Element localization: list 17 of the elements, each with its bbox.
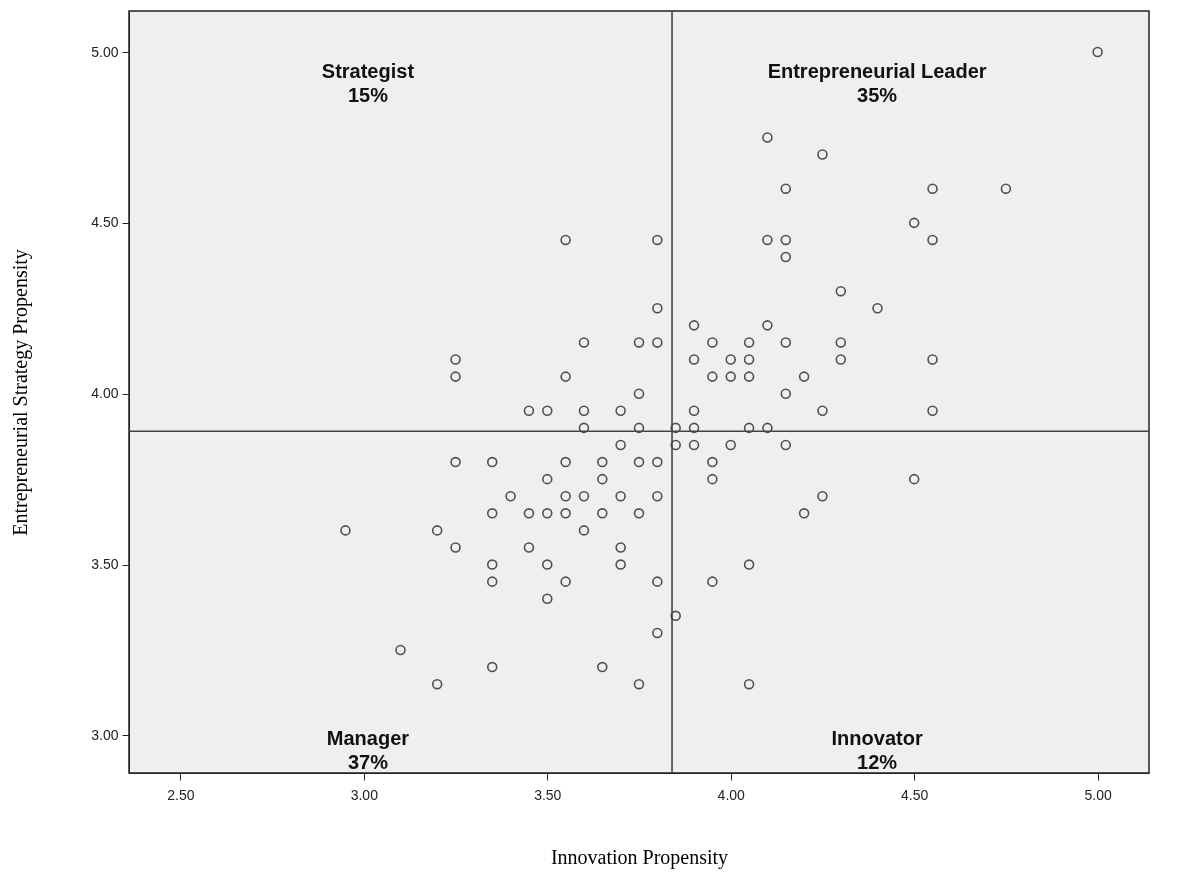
annotation: Manager 37% bbox=[326, 726, 410, 773]
x-axis-title: Innovation Propensity bbox=[550, 845, 729, 869]
annotation: Entrepreneurial Leader 35% bbox=[767, 59, 987, 106]
y-tick-label: 3.50 bbox=[91, 556, 119, 573]
x-tick-label: 3.50 bbox=[534, 786, 562, 803]
y-axis-title: Entrepreneurial Strategy Propensity bbox=[9, 249, 33, 536]
y-tick-label: 3.00 bbox=[91, 726, 119, 743]
x-tick-label: 3.00 bbox=[350, 786, 379, 803]
x-tick-label: 4.00 bbox=[717, 786, 746, 803]
x-tick-label: 5.00 bbox=[1084, 786, 1112, 803]
annotation: Innovator 12% bbox=[831, 726, 923, 773]
annotation: Strategist 15% bbox=[321, 59, 415, 106]
y-tick-label: 4.50 bbox=[91, 214, 119, 231]
y-tick-label: 5.00 bbox=[91, 43, 119, 60]
y-tick-label: 4.00 bbox=[91, 385, 119, 402]
x-tick-label: 4.50 bbox=[901, 786, 929, 803]
x-tick-label: 2.50 bbox=[167, 786, 195, 803]
